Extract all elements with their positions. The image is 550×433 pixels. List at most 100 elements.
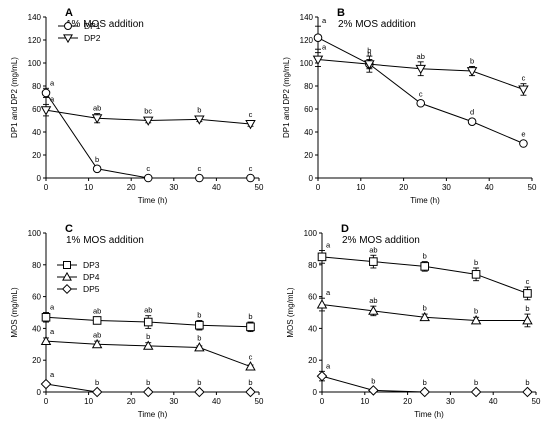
- data-point: [194, 342, 205, 352]
- data-point: [416, 98, 426, 108]
- axes: [45, 233, 259, 393]
- y-tick-label: 100: [28, 59, 42, 68]
- data-point: [143, 173, 153, 183]
- data-point: [91, 386, 103, 398]
- data-point: [313, 33, 323, 43]
- legend-label: DP5: [83, 284, 100, 294]
- series-dp3: a ab b b c: [317, 240, 532, 301]
- x-tick-label: 40: [485, 183, 494, 192]
- data-point: [41, 312, 51, 322]
- legend-label: DP2: [84, 33, 101, 43]
- significance-label: a: [326, 361, 331, 370]
- x-tick-label: 20: [127, 183, 136, 192]
- significance-label: b: [197, 378, 201, 387]
- series-dp5: a b b b b: [316, 361, 533, 398]
- axes: [317, 17, 532, 179]
- y-tick-label: 80: [304, 82, 313, 91]
- legend-label: DP4: [83, 272, 100, 282]
- x-tick-label: 20: [127, 397, 136, 406]
- data-point: [368, 385, 379, 396]
- y-tick-label: 20: [32, 356, 41, 365]
- series-dp4: a ab b b b: [316, 288, 533, 328]
- data-point: [245, 386, 256, 398]
- significance-label: b: [367, 50, 371, 59]
- significance-label: b: [248, 378, 252, 387]
- y-tick-label: 40: [308, 324, 317, 333]
- axes: [321, 233, 536, 393]
- legend-label: DP1: [84, 21, 101, 31]
- panel-a: 0 20 40 60 80 100 120 140 0 10 20 30 40 50 Time (h) DP1…: [10, 7, 264, 205]
- y-tick-label: 120: [28, 36, 42, 45]
- significance-label: c: [419, 89, 423, 98]
- significance-label: ab: [93, 306, 101, 315]
- legend-marker: [64, 22, 72, 30]
- data-point: [142, 386, 154, 398]
- y-tick-label: 60: [304, 105, 313, 114]
- significance-label: e: [521, 130, 525, 139]
- data-point: [245, 120, 256, 130]
- y-tick-label: 80: [32, 261, 41, 270]
- significance-label: a: [50, 327, 55, 336]
- data-point: [195, 320, 204, 330]
- y-tick-label: 80: [32, 82, 41, 91]
- significance-label: ab: [369, 296, 377, 305]
- x-tick-label: 50: [532, 397, 541, 406]
- x-tick-label: 0: [44, 183, 49, 192]
- significance-label: ab: [417, 52, 425, 61]
- legend-marker: [63, 261, 71, 269]
- significance-label: b: [197, 333, 201, 342]
- data-point: [142, 340, 154, 350]
- panel-label: D: [341, 223, 349, 235]
- x-axis-label: Time (h): [410, 196, 440, 205]
- significance-label: c: [249, 164, 253, 173]
- x-tick-label: 30: [446, 397, 455, 406]
- y-tick-label: 0: [313, 388, 318, 397]
- legend-label: DP3: [83, 260, 100, 270]
- significance-label: a: [50, 370, 55, 379]
- data-point: [369, 257, 378, 266]
- significance-label: b: [525, 378, 529, 387]
- series-dp2: aab bc bc: [40, 94, 256, 130]
- panel-subtitle: 1% MOS addition: [66, 19, 144, 30]
- significance-label: b: [197, 310, 201, 319]
- significance-label: c: [249, 353, 253, 362]
- y-axis-label: MOS (mg/mL): [10, 287, 19, 338]
- data-point: [419, 311, 430, 322]
- y-tick-label: 40: [32, 128, 41, 137]
- x-axis-label: Time (h): [138, 410, 168, 419]
- data-point: [245, 361, 256, 371]
- significance-label: a: [50, 94, 55, 103]
- x-tick-label: 40: [212, 397, 221, 406]
- significance-label: b: [146, 332, 150, 341]
- x-tick-label: 10: [84, 183, 93, 192]
- x-tick-label: 40: [212, 183, 221, 192]
- data-point: [312, 55, 324, 65]
- series-dp4: a ab b b c: [40, 327, 256, 371]
- data-point: [467, 117, 477, 126]
- significance-label: b: [474, 378, 478, 387]
- x-tick-label: 10: [356, 183, 365, 192]
- panel-label: A: [65, 7, 73, 19]
- data-point: [368, 305, 379, 315]
- panel-subtitle: 2% MOS addition: [338, 19, 416, 30]
- data-point: [41, 88, 51, 98]
- y-tick-label: 40: [304, 128, 313, 137]
- panel-d: 0 20 40 60 80 100 0 10 20 30 40 50 Time (h) MOS (mg/m…: [286, 223, 541, 419]
- data-point: [92, 164, 102, 174]
- x-tick-label: 20: [399, 183, 408, 192]
- legend-marker: [62, 271, 72, 281]
- panel-label: C: [65, 223, 73, 235]
- y-tick-label: 20: [32, 151, 41, 160]
- significance-label: ab: [93, 104, 101, 113]
- x-tick-label: 30: [169, 397, 178, 406]
- y-tick-label: 140: [28, 13, 42, 22]
- y-axis-label: MOS (mg/mL): [286, 287, 295, 338]
- series-dp1: abc c c: [41, 78, 255, 183]
- significance-label: b: [95, 378, 99, 387]
- x-tick-label: 50: [255, 397, 264, 406]
- y-tick-label: 60: [32, 105, 41, 114]
- significance-label: a: [50, 303, 55, 312]
- data-point: [522, 315, 533, 325]
- data-point: [518, 85, 529, 95]
- data-point: [91, 114, 103, 124]
